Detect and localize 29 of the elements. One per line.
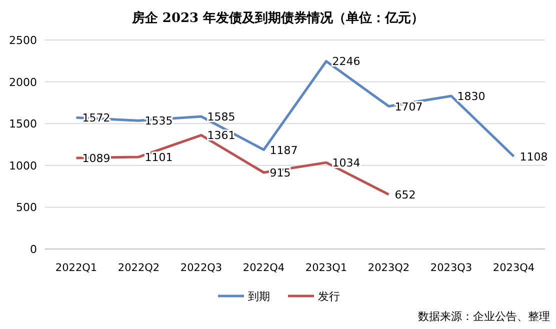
data-label: 1585 (207, 110, 236, 124)
y-tick-label: 2500 (9, 34, 37, 47)
x-tick-label: 2022Q3 (180, 262, 222, 274)
chart-title: 房企 2023 年发债及到期债券情况（单位：亿元） (130, 10, 424, 26)
y-tick-label: 0 (30, 243, 37, 256)
x-tick-label: 2023Q3 (430, 262, 472, 274)
y-tick-label: 1000 (9, 159, 37, 172)
y-tick-label: 2000 (9, 76, 37, 89)
y-tick-label: 1500 (9, 118, 37, 131)
source-note: 数据来源：企业公告、整理 (418, 310, 550, 323)
x-tick-label: 2022Q2 (118, 262, 160, 274)
x-tick-label: 2023Q4 (492, 262, 535, 274)
x-tick-label: 2023Q1 (305, 262, 348, 274)
x-tick-label: 2023Q2 (368, 262, 410, 274)
y-tick-label: 500 (16, 201, 37, 214)
legend-label: 发行 (318, 290, 340, 303)
data-label: 1707 (394, 100, 423, 114)
legend-label: 到期 (248, 290, 270, 303)
data-label: 1830 (457, 90, 486, 104)
x-tick-label: 2022Q4 (242, 262, 285, 274)
data-label: 1187 (270, 144, 298, 157)
data-label: 1034 (332, 156, 360, 170)
data-label: 2246 (332, 55, 360, 68)
data-label: 915 (270, 166, 291, 180)
x-tick-label: 2022Q1 (55, 262, 98, 274)
data-label: 652 (394, 188, 416, 202)
data-label: 1108 (520, 150, 548, 164)
data-label: 1101 (144, 150, 173, 164)
data-label: 1361 (207, 129, 236, 142)
